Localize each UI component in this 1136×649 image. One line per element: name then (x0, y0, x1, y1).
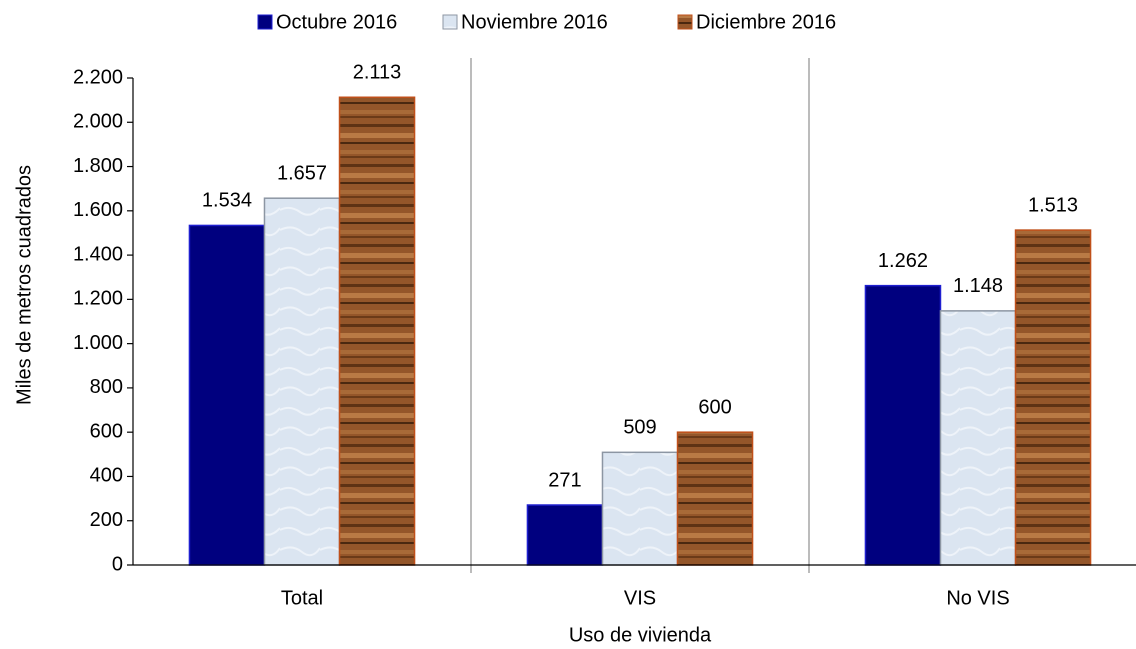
bar (939, 310, 1017, 566)
y-tick-label: 200 (90, 509, 123, 531)
bar (338, 96, 416, 566)
y-tick-label: 2.200 (73, 66, 123, 88)
y-tick-label: 1.400 (73, 243, 123, 265)
value-label: 1.513 (1028, 194, 1078, 216)
bar (864, 284, 942, 566)
y-tick-label: 1.200 (73, 288, 123, 310)
bar (526, 504, 604, 566)
legend-label: Octubre 2016 (276, 11, 397, 33)
bar (601, 451, 679, 566)
y-axis-title: Miles de metros cuadrados (13, 165, 35, 405)
value-label: 1.534 (202, 190, 252, 212)
y-tick-label: 0 (112, 553, 123, 575)
bar (263, 197, 341, 566)
value-label: 509 (623, 417, 656, 439)
legend-swatch (442, 14, 458, 30)
value-label: 1.148 (953, 275, 1003, 297)
value-label: 271 (548, 469, 581, 491)
legend-swatch (677, 14, 693, 30)
y-tick-label: 600 (90, 420, 123, 442)
y-tick-label: 2.000 (73, 111, 123, 133)
bar (676, 431, 754, 566)
value-label: 2.113 (353, 62, 402, 84)
x-tick-label: No VIS (946, 587, 1009, 609)
bar (188, 224, 266, 566)
y-tick-label: 1.600 (73, 199, 123, 221)
y-tick-label: 400 (90, 465, 123, 487)
y-tick-label: 800 (90, 376, 123, 398)
value-label: 1.657 (277, 162, 327, 184)
x-axis-title: Uso de vivienda (569, 624, 712, 646)
value-label: 1.262 (878, 250, 928, 272)
x-tick-label: VIS (624, 587, 656, 609)
legend-label: Diciembre 2016 (696, 11, 836, 33)
bar (1014, 229, 1092, 566)
y-tick-label: 1.800 (73, 155, 123, 177)
value-label: 600 (698, 396, 731, 418)
x-tick-label: Total (281, 587, 323, 609)
legend-label: Noviembre 2016 (461, 11, 608, 33)
legend-swatch (257, 14, 273, 30)
y-tick-label: 1.000 (73, 332, 123, 354)
